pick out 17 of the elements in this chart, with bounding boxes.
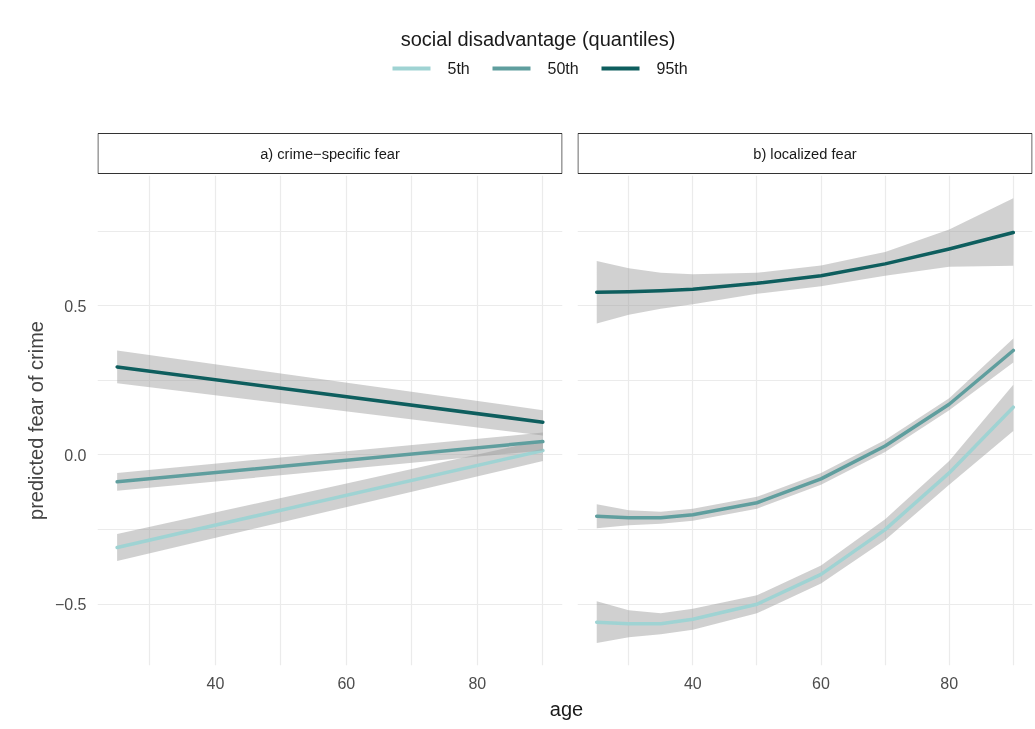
x-tick-label: 40 xyxy=(683,674,702,692)
y-tick-label: −0.5 xyxy=(54,596,87,614)
legend-title: social disadvantage (quantiles) xyxy=(400,27,676,50)
chart-title: a) crime−specific fear xyxy=(260,145,400,162)
legend-label: 5th xyxy=(447,60,470,77)
x-tick-label: 40 xyxy=(206,674,225,692)
y-tick-label: 0.0 xyxy=(64,446,87,464)
y-axis-title: predicted fear of crime xyxy=(24,321,47,520)
x-axis-title: age xyxy=(549,697,584,720)
chart-title: b) localized fear xyxy=(753,145,857,162)
y-tick-label: 0.5 xyxy=(64,297,87,315)
x-tick-label: 80 xyxy=(468,674,487,692)
x-tick-label: 80 xyxy=(940,674,959,692)
x-tick-label: 60 xyxy=(337,674,356,692)
legend-label: 95th xyxy=(656,60,688,77)
legend-label: 50th xyxy=(547,60,579,77)
x-tick-label: 60 xyxy=(812,674,831,692)
